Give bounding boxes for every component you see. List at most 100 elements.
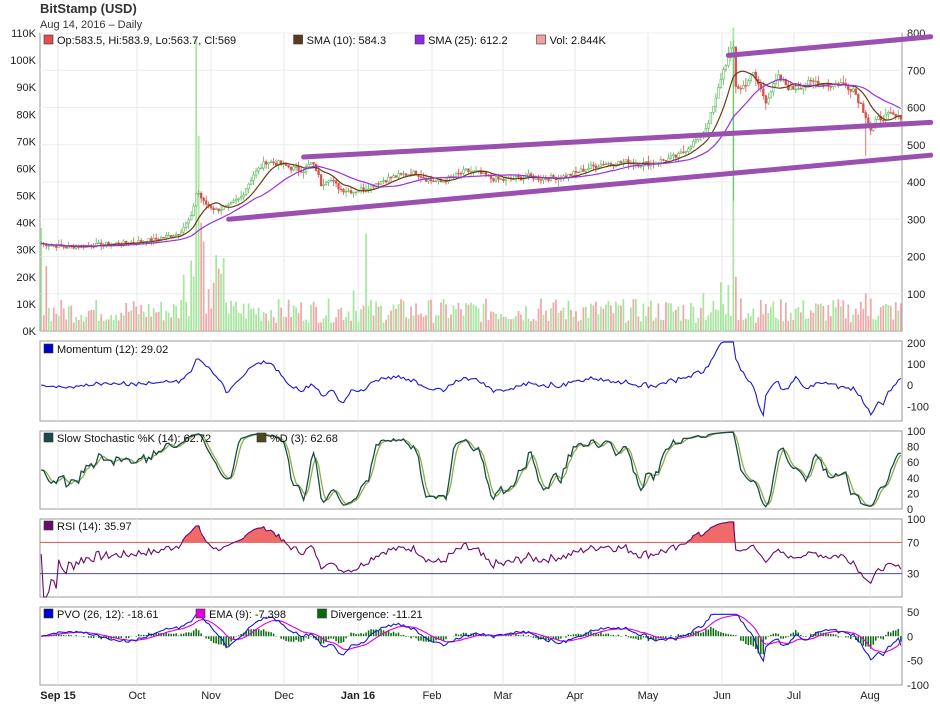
- candle-body: [402, 173, 405, 175]
- volume-bar: [197, 135, 200, 331]
- pvo-divergence-bar: [815, 631, 817, 637]
- volume-bar: [170, 317, 173, 331]
- pvo-divergence-bar: [135, 636, 137, 637]
- candle-body: [254, 170, 258, 176]
- y-tick-label: 30: [907, 569, 919, 581]
- candle-body: [859, 102, 862, 104]
- pvo-divergence-bar: [357, 634, 360, 637]
- pvo-divergence-bar: [255, 628, 257, 637]
- pvo-divergence-bar: [212, 636, 215, 644]
- candle-body: [429, 179, 433, 182]
- pvo-divergence-bar: [730, 634, 732, 637]
- y-tick-label: 100: [907, 514, 925, 526]
- volume-bar: [555, 299, 557, 331]
- volume-bar: [350, 320, 352, 331]
- volume-bar: [879, 307, 882, 331]
- pvo-divergence-bar: [817, 631, 820, 637]
- volume-bar: [272, 317, 275, 331]
- volume-bar: [222, 258, 225, 331]
- candle-body: [177, 233, 180, 236]
- volume-bar: [677, 306, 680, 331]
- volume-tick-label: 70K: [16, 136, 36, 148]
- volume-bar: [889, 306, 892, 331]
- candle-body: [744, 85, 748, 87]
- legend-swatch: [43, 343, 54, 354]
- pvo-divergence-bar: [677, 634, 680, 637]
- rsi-overbought-fill: [719, 523, 723, 543]
- volume-bar: [85, 316, 88, 331]
- candle-body: [694, 139, 698, 142]
- volume-bar: [744, 318, 747, 331]
- volume-bar: [377, 306, 380, 331]
- volume-bar: [640, 321, 642, 331]
- candle-body: [202, 197, 205, 202]
- volume-bar: [692, 306, 695, 331]
- legend-swatch: [43, 608, 54, 619]
- volume-bar: [110, 314, 113, 331]
- candle-body: [442, 180, 445, 183]
- pvo-divergence-bar: [580, 634, 582, 637]
- y-tick-label: 0: [907, 504, 913, 516]
- volume-bar: [262, 311, 265, 331]
- pvo-divergence-bar: [810, 633, 812, 637]
- volume-bar: [862, 308, 865, 331]
- volume-bar: [275, 322, 277, 331]
- volume-bar: [462, 315, 465, 331]
- volume-bar: [367, 305, 370, 331]
- pvo-divergence-bar: [887, 631, 890, 637]
- pvo-line: [41, 613, 902, 663]
- volume-bar: [854, 308, 857, 331]
- pvo-divergence-bar: [172, 633, 175, 637]
- volume-bar: [432, 322, 435, 331]
- volume-bar: [157, 311, 160, 331]
- candle-body: [189, 215, 193, 221]
- candle-body: [337, 182, 340, 190]
- pvo-divergence-bar: [310, 636, 312, 637]
- chart-subtitle: Aug 14, 2016 – Daily: [40, 19, 143, 31]
- pvo-divergence-bar: [690, 634, 692, 637]
- pvo-divergence-bar: [640, 636, 642, 640]
- pvo-divergence-bar: [535, 636, 537, 639]
- volume-bar: [225, 302, 228, 331]
- candle-body: [407, 174, 410, 176]
- volume-bar: [155, 312, 158, 331]
- pvo-divergence-bar: [585, 632, 587, 637]
- candle-body: [244, 188, 248, 196]
- pvo-divergence-bar: [880, 636, 882, 639]
- volume-bar: [187, 315, 190, 331]
- rsi-overbought-fill: [691, 535, 695, 543]
- pvo-divergence-bar: [762, 636, 765, 655]
- pvo-divergence-bar: [520, 635, 522, 637]
- pvo-divergence-bar: [820, 632, 822, 637]
- volume-bar: [265, 313, 267, 331]
- volume-bar: [477, 308, 480, 331]
- volume-bar: [102, 320, 105, 331]
- volume-bar: [320, 322, 322, 331]
- panel-momentum: [39, 340, 903, 422]
- pvo-divergence-bar: [790, 633, 792, 637]
- legend-label: SMA (10): 584.3: [307, 35, 387, 47]
- volume-bar: [315, 306, 317, 331]
- x-tick-label: Feb: [423, 690, 442, 702]
- candle-body: [105, 242, 108, 245]
- candle-body: [214, 208, 218, 211]
- candle-body: [469, 171, 473, 173]
- legend-swatch: [195, 608, 206, 619]
- volume-bar: [55, 313, 58, 331]
- volume-bar: [687, 319, 690, 331]
- rsi-overbought-fill: [259, 528, 263, 543]
- pvo-divergence-bar: [472, 633, 475, 637]
- candle-body: [344, 191, 348, 193]
- rsi-overbought-fill: [242, 538, 246, 543]
- volume-bar: [172, 303, 175, 331]
- volume-bar: [380, 305, 382, 331]
- candle-body: [664, 159, 668, 162]
- candle-body: [62, 245, 65, 248]
- candle-body: [644, 161, 648, 163]
- rsi-overbought-fill: [701, 534, 705, 543]
- rsi-overbought-fill: [192, 528, 196, 543]
- candle-body: [584, 169, 588, 172]
- pvo-divergence-bar: [527, 635, 530, 637]
- pvo-divergence-bar: [177, 635, 180, 637]
- candle-body: [352, 191, 355, 194]
